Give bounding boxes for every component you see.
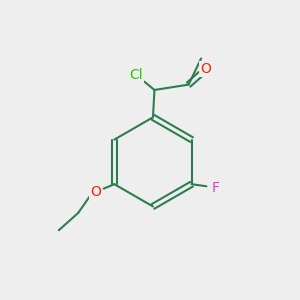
Text: Cl: Cl xyxy=(129,68,143,82)
Text: O: O xyxy=(91,184,101,199)
Text: F: F xyxy=(212,181,220,195)
Text: O: O xyxy=(200,62,211,76)
